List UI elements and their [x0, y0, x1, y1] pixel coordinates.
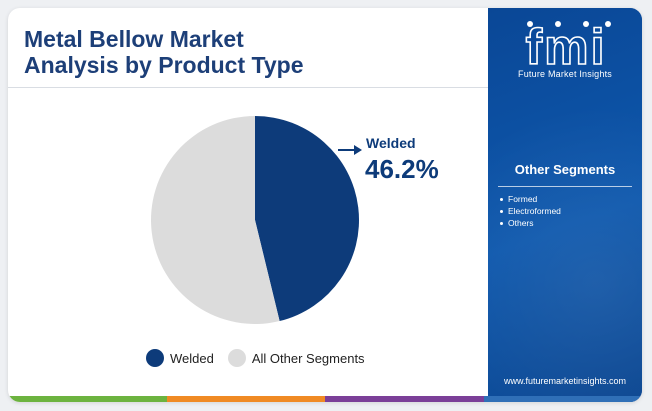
bottom-color-bar	[8, 396, 642, 402]
other-segment-label: Others	[508, 218, 534, 228]
report-card: Metal Bellow Market Analysis by Product …	[8, 8, 642, 402]
pie-slice-all-other-segments	[151, 116, 280, 324]
pie-slices	[151, 116, 360, 324]
callout: Welded 46.2%	[338, 135, 439, 184]
page-title-line-2: Analysis by Product Type	[24, 52, 304, 78]
other-segment-item: Formed	[500, 193, 561, 205]
logo-dot-icon	[583, 21, 589, 27]
other-segments-title: Other Segments	[514, 162, 616, 177]
pie-chart: Welded 46.2%	[151, 116, 439, 324]
other-segment-item: Electroformed	[500, 205, 561, 217]
callout-arrow-head	[354, 145, 362, 155]
callout-label: Welded	[366, 135, 416, 151]
legend-item-other: All Other Segments	[227, 349, 365, 367]
website-link[interactable]: www.futuremarketinsights.com	[503, 376, 627, 386]
bottom-bar-segment	[166, 396, 325, 402]
bottom-bar-segment	[483, 396, 642, 402]
chart-legend: Welded All Other Segments	[146, 349, 365, 367]
legend-label-other: All Other Segments	[251, 350, 365, 366]
logo-dot-icon	[605, 21, 611, 27]
bullet-icon	[500, 209, 503, 213]
legend-item-welded: Welded	[146, 349, 214, 367]
page-title-line-1: Metal Bellow Market	[24, 26, 244, 52]
callout-value: 46.2%	[365, 154, 439, 184]
other-segment-label: Formed	[508, 194, 538, 204]
legend-swatch-welded	[146, 349, 164, 367]
legend-label-welded: Welded	[170, 350, 214, 366]
fmi-logo: fmi	[525, 18, 611, 76]
pie-slice-welded	[255, 116, 360, 322]
title-block: Metal Bellow Market Analysis by Product …	[24, 26, 484, 78]
bottom-bar-segment	[8, 396, 167, 402]
other-segments-list: Formed Electroformed Others	[500, 193, 561, 229]
logo-wordmark: fmi	[526, 19, 607, 75]
logo-subtitle: Future Market Insights	[518, 69, 612, 79]
legend-swatch-other	[227, 349, 246, 367]
bullet-icon	[500, 221, 503, 225]
sidebar-background	[488, 8, 642, 402]
bottom-bar-segment	[325, 396, 484, 402]
bullet-icon	[500, 197, 503, 201]
other-segment-item: Others	[500, 217, 561, 229]
logo-dot-icon	[555, 21, 561, 27]
other-segment-label: Electroformed	[508, 206, 561, 216]
logo-dot-icon	[527, 21, 533, 27]
sidebar-panel: fmi Future Market Insights Other Segment…	[488, 8, 642, 402]
other-segments-divider	[498, 186, 632, 187]
title-divider	[8, 87, 488, 88]
